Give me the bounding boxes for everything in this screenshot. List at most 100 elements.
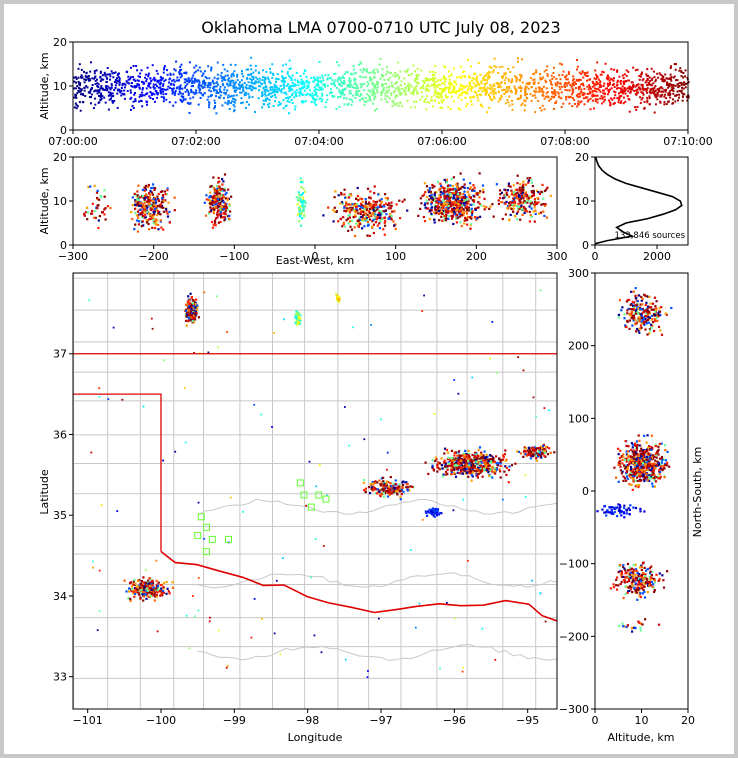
source-point xyxy=(433,221,436,224)
source-point xyxy=(475,91,478,94)
source-point xyxy=(219,188,222,192)
source-point xyxy=(491,90,494,93)
source-point xyxy=(130,85,133,87)
source-point xyxy=(191,79,194,82)
source-point xyxy=(427,79,429,82)
source-point xyxy=(493,57,496,60)
source-point xyxy=(507,195,511,198)
source-point xyxy=(603,82,606,85)
source-point xyxy=(355,87,357,90)
source-point xyxy=(622,77,625,80)
source-point xyxy=(609,81,611,84)
source-point xyxy=(316,79,319,82)
source-point xyxy=(529,200,532,203)
source-point xyxy=(458,207,461,210)
source-point xyxy=(432,468,435,471)
source-point xyxy=(588,86,591,89)
source-point xyxy=(272,89,275,92)
source-point xyxy=(295,318,299,321)
source-point xyxy=(470,217,473,220)
source-point xyxy=(465,210,468,213)
source-point xyxy=(387,217,390,220)
source-point xyxy=(505,191,508,194)
source-point xyxy=(504,449,507,452)
source-point xyxy=(355,209,358,212)
source-point xyxy=(599,80,602,83)
plan-view-sources xyxy=(88,289,556,679)
source-point xyxy=(151,214,154,217)
source-point xyxy=(266,103,269,106)
source-point xyxy=(283,85,286,88)
source-point xyxy=(451,457,454,460)
source-point xyxy=(385,65,388,68)
source-point xyxy=(657,76,660,79)
source-point xyxy=(534,204,537,207)
source-point xyxy=(77,86,80,89)
source-point xyxy=(473,466,476,469)
source-point xyxy=(408,86,411,89)
source-point xyxy=(533,198,536,201)
source-point xyxy=(502,196,505,199)
source-point xyxy=(224,210,227,213)
source-point xyxy=(509,70,512,73)
source-point xyxy=(283,77,285,80)
source-point xyxy=(428,217,431,221)
source-point xyxy=(551,95,553,98)
source-point xyxy=(342,97,345,100)
source-point xyxy=(506,99,509,102)
source-point xyxy=(489,71,492,74)
source-point xyxy=(639,101,642,104)
source-point xyxy=(532,210,535,213)
source-point xyxy=(95,206,98,209)
source-point xyxy=(415,76,418,79)
source-point xyxy=(456,186,459,189)
source-point xyxy=(480,461,483,464)
source-point xyxy=(676,79,679,82)
source-point xyxy=(369,89,372,92)
source-point xyxy=(451,461,454,464)
source-point xyxy=(341,88,344,91)
source-point xyxy=(303,84,306,87)
source-point xyxy=(431,206,434,209)
source-point xyxy=(330,91,333,94)
source-point xyxy=(188,302,191,306)
source-point xyxy=(493,91,496,94)
source-point xyxy=(593,94,596,97)
source-point xyxy=(468,75,470,78)
source-point xyxy=(544,203,547,206)
source-point xyxy=(264,88,267,91)
source-point xyxy=(131,196,134,199)
source-point xyxy=(475,464,478,467)
source-point xyxy=(454,211,457,214)
source-point xyxy=(467,460,470,463)
time-xtick-label: 07:00:00 xyxy=(48,135,97,148)
source-point xyxy=(654,103,657,106)
source-point xyxy=(100,85,103,88)
source-point xyxy=(254,111,256,113)
source-point xyxy=(441,207,444,210)
source-point xyxy=(195,92,198,95)
source-point xyxy=(376,82,379,85)
source-point xyxy=(279,85,282,87)
source-point xyxy=(384,92,387,95)
source-point xyxy=(652,82,655,85)
source-point xyxy=(422,215,425,219)
source-point xyxy=(544,81,547,84)
source-point xyxy=(545,92,548,95)
source-point xyxy=(312,98,315,101)
source-point xyxy=(430,212,433,215)
source-point xyxy=(162,83,165,86)
source-point xyxy=(318,61,321,63)
source-point xyxy=(93,70,96,73)
source-point xyxy=(190,310,193,313)
source-point xyxy=(512,66,515,69)
source-point xyxy=(509,185,512,188)
source-point xyxy=(452,202,455,205)
source-point xyxy=(437,197,440,200)
source-point xyxy=(139,204,142,207)
source-point xyxy=(504,82,506,85)
source-point xyxy=(353,226,356,229)
source-point xyxy=(458,209,461,212)
source-point xyxy=(353,79,356,82)
source-point xyxy=(86,211,89,214)
